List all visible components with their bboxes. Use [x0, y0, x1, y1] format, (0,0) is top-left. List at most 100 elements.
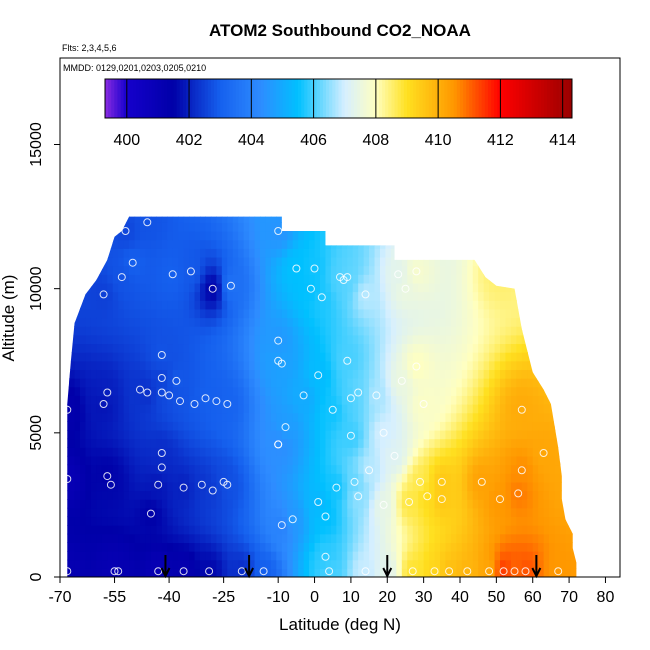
- heatmap-cell: [314, 326, 321, 336]
- heatmap-cell: [434, 231, 441, 241]
- heatmap-cell: [500, 559, 507, 569]
- heatmap-cell: [281, 507, 288, 518]
- heatmap-cell: [467, 360, 474, 370]
- heatmap-cell: [309, 326, 316, 336]
- heatmap-cell: [527, 369, 534, 379]
- heatmap-cell: [549, 412, 556, 422]
- heatmap-cell: [527, 386, 534, 396]
- heatmap-cell: [178, 317, 185, 327]
- heatmap-cell: [216, 239, 223, 249]
- heatmap-cell: [112, 282, 119, 293]
- heatmap-cell: [385, 499, 392, 509]
- heatmap-cell: [145, 282, 152, 293]
- heatmap-cell: [216, 447, 223, 457]
- heatmap-cell: [303, 317, 310, 327]
- heatmap-cell: [576, 533, 577, 543]
- heatmap-cell: [183, 447, 190, 457]
- heatmap-cell: [396, 326, 403, 336]
- heatmap-cell: [483, 438, 490, 448]
- heatmap-cell: [429, 274, 436, 284]
- heatmap-cell: [330, 256, 337, 267]
- heatmap-cell: [254, 533, 261, 543]
- heatmap-cell: [101, 326, 108, 336]
- heatmap-cell: [440, 568, 447, 578]
- heatmap-cell: [369, 369, 376, 379]
- heatmap-cell: [445, 421, 452, 431]
- heatmap-cell: [101, 216, 108, 223]
- heatmap-cell: [412, 404, 419, 414]
- heatmap-cell: [336, 404, 343, 414]
- colorbar-swatch: [105, 79, 109, 118]
- heatmap-cell: [232, 231, 239, 241]
- heatmap-cell: [527, 222, 534, 232]
- heatmap-cell: [178, 516, 185, 526]
- heatmap-cell: [265, 551, 272, 561]
- heatmap-cell: [429, 326, 436, 336]
- heatmap-cell: [303, 429, 310, 440]
- heatmap-cell: [576, 308, 577, 319]
- heatmap-cell: [298, 412, 305, 422]
- heatmap-cell: [238, 473, 245, 483]
- heatmap-cell: [483, 334, 490, 345]
- heatmap-cell: [210, 516, 217, 526]
- heatmap-cell: [287, 386, 294, 396]
- colorbar-swatch: [441, 79, 445, 118]
- heatmap-cell: [570, 256, 577, 267]
- heatmap-cell: [227, 473, 234, 483]
- heatmap-cell: [298, 551, 305, 561]
- sample-point: [114, 567, 123, 576]
- heatmap-cell: [325, 412, 332, 422]
- heatmap-cell: [374, 378, 381, 388]
- heatmap-cell: [178, 568, 185, 578]
- heatmap-cell: [494, 507, 501, 518]
- colorbar-swatch: [326, 79, 330, 118]
- heatmap-cell: [303, 274, 310, 284]
- heatmap-cell: [200, 412, 207, 422]
- heatmap-cell: [380, 317, 387, 327]
- heatmap-cell: [374, 421, 381, 431]
- heatmap-cell: [265, 542, 272, 552]
- heatmap-cell: [189, 308, 196, 319]
- heatmap-cell: [560, 516, 567, 526]
- heatmap-cell: [516, 559, 523, 569]
- heatmap-cell: [363, 360, 370, 370]
- heatmap-cell: [172, 481, 179, 492]
- heatmap-cell: [494, 222, 501, 232]
- heatmap-cell: [532, 256, 539, 267]
- heatmap-cell: [532, 525, 539, 535]
- heatmap-cell: [134, 352, 141, 362]
- colorbar-swatch: [406, 79, 411, 118]
- heatmap-cell: [325, 499, 332, 509]
- colorbar-swatch: [550, 79, 554, 118]
- heatmap-cell: [374, 429, 381, 440]
- sample-point: [419, 400, 428, 408]
- heatmap-cell: [150, 282, 157, 293]
- heatmap-cell: [500, 481, 507, 492]
- heatmap-cell: [478, 343, 485, 353]
- heatmap-cell: [118, 481, 125, 492]
- heatmap-cell: [440, 516, 447, 526]
- heatmap-cell: [167, 274, 174, 284]
- heatmap-cell: [445, 455, 452, 466]
- heatmap-cell: [576, 542, 577, 552]
- heatmap-cell: [461, 551, 468, 561]
- heatmap-cell: [527, 551, 534, 561]
- heatmap-cell: [483, 378, 490, 388]
- heatmap-cell: [538, 438, 545, 448]
- heatmap-cell: [183, 464, 190, 474]
- heatmap-cell: [532, 231, 539, 241]
- heatmap-cell: [156, 421, 163, 431]
- heatmap-cell: [96, 429, 103, 440]
- heatmap-cell: [238, 481, 245, 492]
- sample-point: [423, 492, 432, 501]
- heatmap-cell: [205, 274, 212, 284]
- heatmap-cell: [358, 326, 365, 336]
- heatmap-cell: [221, 317, 228, 327]
- heatmap-cell: [107, 308, 114, 319]
- heatmap-cell: [489, 516, 496, 526]
- heatmap-cell: [194, 395, 201, 405]
- heatmap-cell: [483, 559, 490, 569]
- heatmap-cell: [145, 308, 152, 319]
- heatmap-cell: [325, 300, 332, 310]
- heatmap-cell: [150, 490, 157, 500]
